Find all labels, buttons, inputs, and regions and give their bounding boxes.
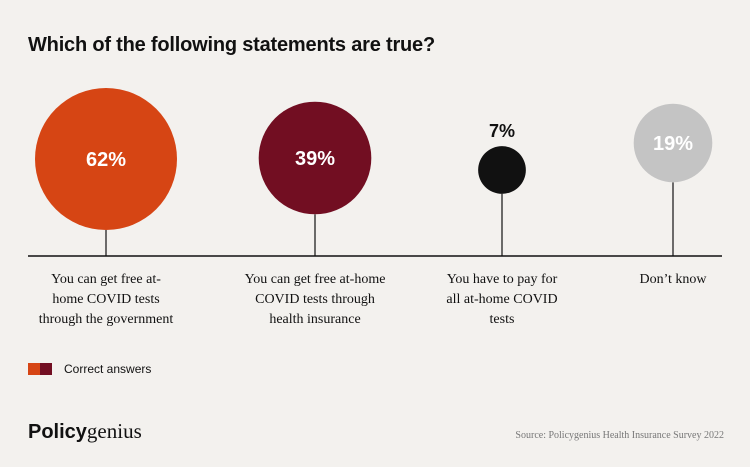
bubble-1 xyxy=(258,101,372,215)
value-labels-group: 62% 39% 7% 19% xyxy=(86,121,693,171)
category-label-2-line-0: You have to pay for xyxy=(447,272,558,287)
bubble-3 xyxy=(633,103,713,183)
category-label-1-line-0: You can get free at-home xyxy=(245,272,386,287)
brand-logo-bold: Policy xyxy=(28,421,87,443)
value-label-1: 39% xyxy=(295,148,335,170)
legend-swatches xyxy=(28,363,52,375)
brand-logo-light: genius xyxy=(86,419,142,443)
value-label-2: 7% xyxy=(489,121,515,141)
chart-title: Which of the following statements are tr… xyxy=(28,34,435,56)
category-labels-group: You can get free at-home COVID tests thro… xyxy=(39,272,708,327)
category-label-1-line-2: health insurance xyxy=(269,312,360,327)
legend-label: Correct answers xyxy=(64,362,152,376)
category-label-0-line-0: You can get free at- xyxy=(51,272,161,287)
bubble-0 xyxy=(35,88,177,230)
bubbles-group xyxy=(35,88,713,230)
brand-logo: Policygenius xyxy=(28,419,142,444)
source-note: Source: Policygenius Health Insurance Su… xyxy=(515,430,724,441)
category-label-2-line-2: tests xyxy=(490,312,515,327)
legend-swatch-maroon xyxy=(40,363,52,375)
stems-group xyxy=(105,182,674,256)
category-label-0-line-2: through the government xyxy=(39,312,174,327)
category-label-2-line-1: all at-home COVID xyxy=(446,292,557,307)
category-label-3-line-0: Don’t know xyxy=(639,272,707,287)
legend: Correct answers xyxy=(28,362,151,376)
value-label-3: 19% xyxy=(653,133,693,155)
value-label-0: 62% xyxy=(86,149,126,171)
bubble-2 xyxy=(478,146,526,194)
legend-swatch-orange xyxy=(28,363,40,375)
category-label-1-line-1: COVID tests through xyxy=(255,292,375,307)
category-label-0-line-1: home COVID tests xyxy=(52,292,159,307)
